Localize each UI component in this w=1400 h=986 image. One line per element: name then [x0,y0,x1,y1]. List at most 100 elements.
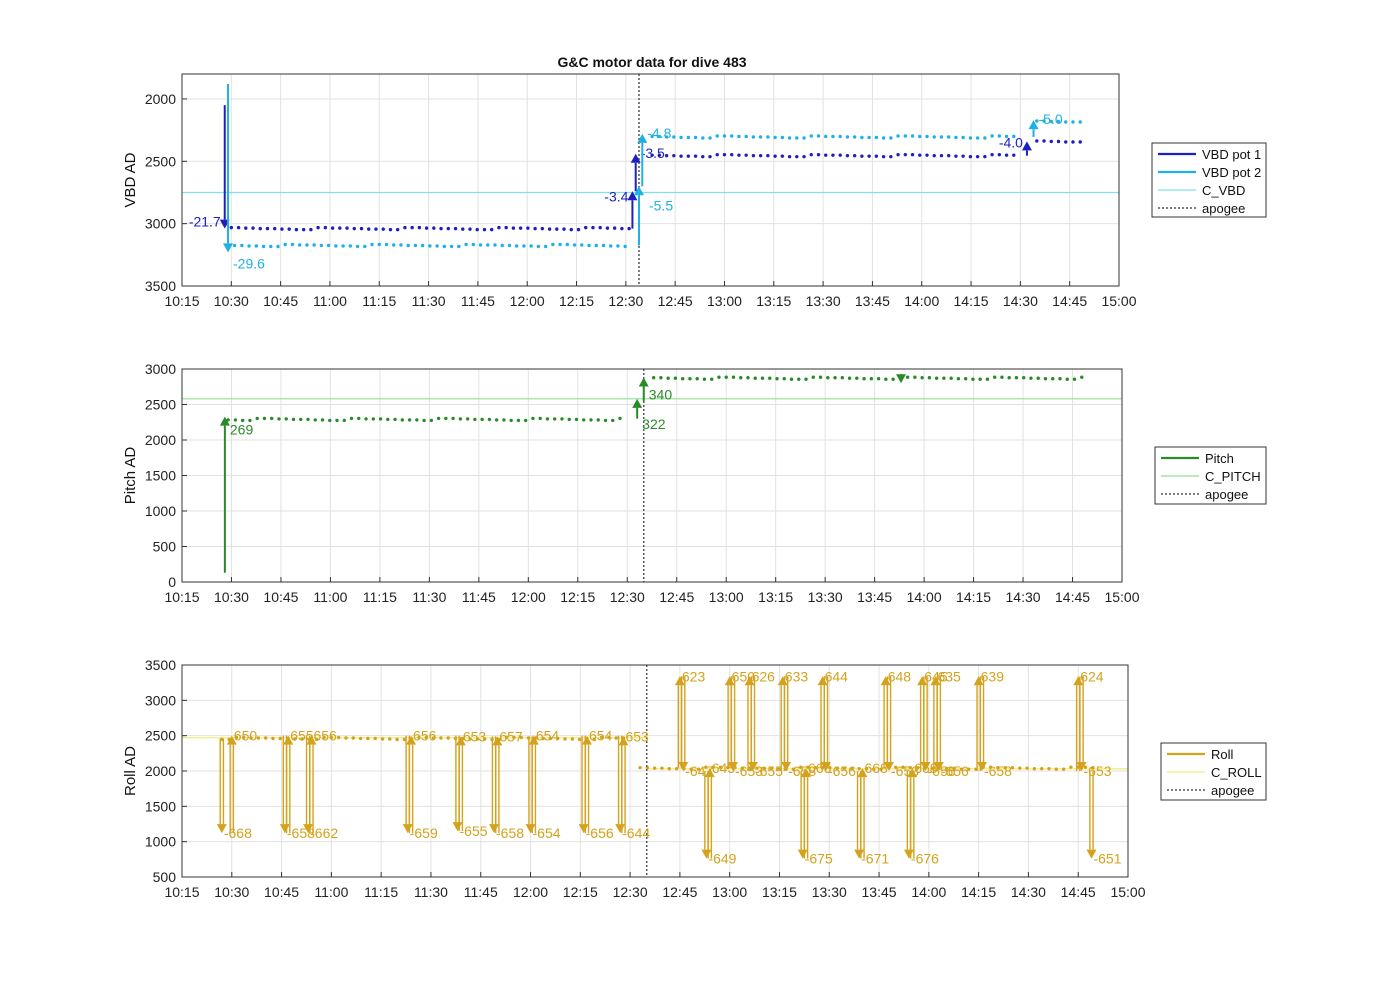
data-point [840,376,845,380]
data-point [927,376,932,380]
data-point [461,227,465,231]
data-point [494,418,499,422]
data-point [589,418,593,422]
x-tick-label: 13:00 [712,884,747,900]
data-point [471,242,475,247]
data-point [680,377,685,381]
data-point [896,134,900,138]
data-point [439,736,443,740]
x-tick-label: 12:15 [559,293,594,309]
data-point [903,134,907,138]
data-point [983,136,987,140]
data-point [403,225,407,230]
data-point [1025,766,1029,770]
data-point [990,134,994,138]
data-point [1032,766,1037,771]
data-point [244,226,248,230]
data-point [751,153,756,158]
data-point [826,376,830,380]
data-point [294,227,299,232]
data-point [502,418,506,422]
data-point [983,154,987,159]
data-point [762,766,766,771]
data-point [598,225,602,230]
move-label: -656 [586,825,614,841]
y-tick-label: 3500 [145,278,176,294]
x-tick-label: 11:15 [364,884,398,900]
data-point [500,243,504,248]
data-point [603,418,608,423]
data-point [551,242,555,247]
data-point [686,154,691,158]
data-point [693,135,698,140]
data-point [348,244,353,248]
x-tick-label: 13:45 [855,293,890,309]
data-point [696,767,701,771]
data-point [874,154,879,158]
data-point [1022,376,1026,380]
data-point [1047,766,1051,771]
data-point [1083,765,1088,769]
data-point [1091,765,1095,770]
data-point [1071,140,1075,144]
move-label: 656 [413,728,437,744]
move-label: 655 [290,728,314,744]
y-axis-label: VBD AD [122,152,139,207]
x-tick-label: 11:45 [462,589,496,605]
y-tick-label: 2000 [145,91,176,107]
data-point [816,152,821,157]
data-point [818,375,823,379]
data-point [1071,120,1075,124]
data-point [329,735,334,740]
move-arrow-head [857,768,868,778]
data-point [867,135,871,140]
data-point [277,417,281,421]
data-point [657,134,662,139]
move-label: -656 [828,763,856,779]
move-arrow-head [223,243,234,253]
data-point [357,416,361,421]
move-arrow-head [724,676,735,686]
data-point [939,135,944,139]
x-tick-label: 11:30 [414,884,448,900]
data-point [548,736,553,741]
data-point [799,765,803,769]
data-point [667,766,671,771]
data-point [1069,765,1073,769]
data-point [233,418,238,422]
data-point [395,737,399,742]
x-tick-label: 13:45 [857,589,892,605]
data-point [623,244,627,249]
x-tick-label: 12:15 [563,884,598,900]
data-point [985,377,990,381]
x-tick-label: 10:30 [214,884,249,900]
data-point [997,152,1002,157]
x-tick-label: 12:30 [608,293,643,309]
data-point [652,766,657,770]
data-point [968,154,973,159]
data-point [468,227,472,231]
move-arrow-head [674,676,685,686]
data-point [483,737,487,741]
data-point [482,227,487,232]
data-point [702,377,707,381]
x-tick-label: 14:15 [961,884,996,900]
data-point [1056,139,1061,144]
move-arrow-head [279,824,290,834]
x-tick-label: 10:45 [264,884,299,900]
data-point [612,226,617,230]
move-arrow-head [226,735,237,745]
move-arrow-head [704,768,715,778]
data-point [739,376,743,380]
move-arrow-head [744,676,755,686]
move-label: -4.8 [647,125,671,141]
data-point [845,135,850,139]
move-arrow-head [728,762,739,771]
move-arrow-head [920,762,931,771]
data-point [881,154,886,159]
data-point [480,417,484,422]
data-point [493,243,497,247]
data-point [857,766,861,771]
